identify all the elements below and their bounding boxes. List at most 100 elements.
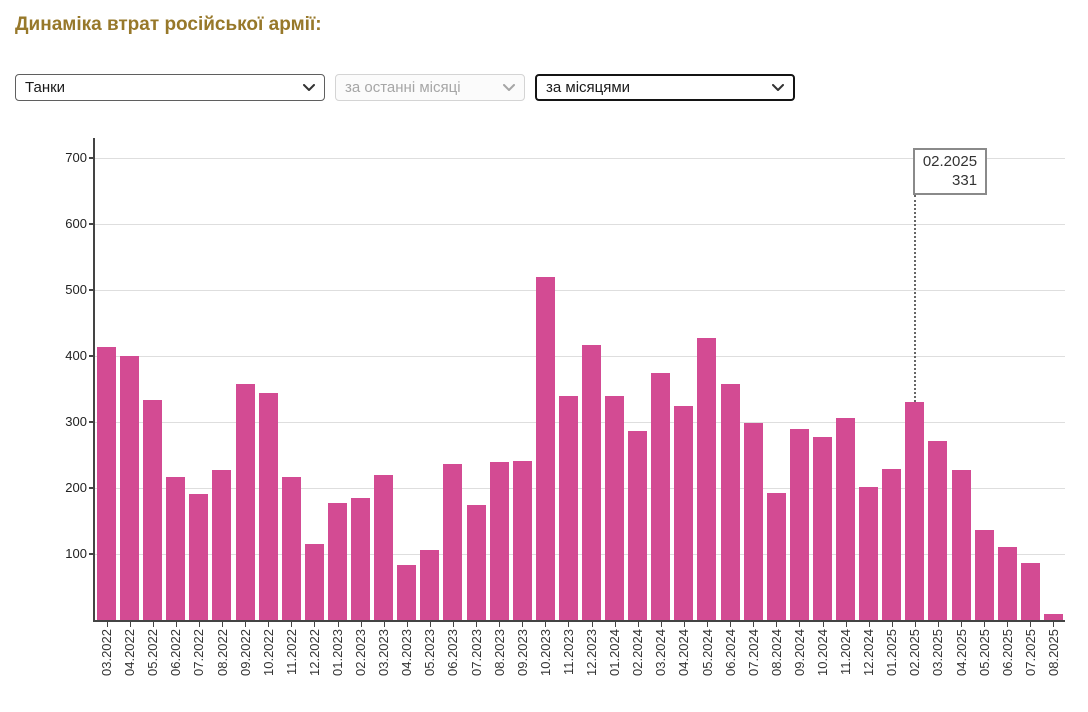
x-axis-tick	[660, 622, 662, 627]
x-axis-tick	[637, 622, 639, 627]
y-axis-tick	[89, 487, 95, 489]
bar-11.2022[interactable]	[281, 477, 301, 620]
x-axis-label: 09.2022	[237, 629, 253, 676]
x-axis-label: 04.2023	[399, 629, 415, 676]
x-axis-label: 11.2022	[283, 629, 299, 676]
x-axis-label: 06.2024	[722, 629, 738, 676]
bar-04.2024[interactable]	[674, 406, 694, 620]
page-title: Динаміка втрат російської армії:	[15, 14, 322, 35]
bar-06.2025[interactable]	[997, 546, 1017, 620]
grouping-select[interactable]: за місяцями	[535, 74, 795, 101]
x-axis-label: 01.2023	[330, 629, 345, 676]
x-axis-label: 02.2025	[907, 629, 923, 676]
x-axis-tick	[937, 622, 939, 627]
bar-08.2025[interactable]	[1043, 614, 1063, 620]
bar-03.2024[interactable]	[651, 372, 671, 620]
x-axis-label: 08.2025	[1045, 629, 1061, 676]
bar-04.2023[interactable]	[397, 565, 417, 620]
bar-06.2024[interactable]	[720, 384, 740, 620]
bar-10.2022[interactable]	[258, 392, 278, 620]
y-axis-label: 100	[65, 546, 87, 561]
bar-07.2023[interactable]	[466, 505, 486, 620]
bar-06.2023[interactable]	[443, 464, 463, 620]
x-axis-label: 01.2024	[607, 629, 623, 676]
bar-04.2025[interactable]	[951, 469, 971, 620]
x-axis-label: 10.2024	[815, 629, 830, 676]
bar-09.2023[interactable]	[512, 460, 532, 620]
y-axis-label: 500	[65, 282, 87, 297]
x-axis-tick	[683, 622, 685, 627]
bar-08.2024[interactable]	[766, 493, 786, 620]
bar-07.2025[interactable]	[1020, 563, 1040, 620]
x-axis-label: 12.2022	[306, 629, 322, 676]
bar-05.2023[interactable]	[420, 550, 440, 620]
bar-05.2022[interactable]	[143, 399, 163, 620]
bar-05.2024[interactable]	[697, 338, 717, 620]
bar-12.2024[interactable]	[859, 486, 879, 620]
bar-12.2022[interactable]	[304, 544, 324, 620]
x-axis-tick	[822, 622, 824, 627]
x-axis-label: 05.2023	[422, 629, 438, 676]
bar-03.2025[interactable]	[928, 441, 948, 620]
bar-07.2022[interactable]	[189, 493, 209, 620]
bar-10.2024[interactable]	[812, 436, 832, 620]
y-gridline	[95, 488, 1065, 489]
x-axis-label: 04.2024	[676, 629, 692, 676]
x-axis-tick	[1030, 622, 1032, 627]
x-axis-label: 06.2022	[168, 629, 184, 676]
x-axis-label: 12.2023	[584, 629, 600, 676]
y-axis-label: 400	[65, 348, 87, 363]
bar-09.2024[interactable]	[789, 428, 809, 620]
bar-02.2023[interactable]	[351, 497, 371, 620]
bar-04.2022[interactable]	[120, 356, 140, 620]
x-axis-tick	[522, 622, 524, 627]
y-gridline	[95, 356, 1065, 357]
bar-06.2022[interactable]	[166, 477, 186, 620]
chevron-down-icon	[303, 83, 315, 91]
bar-03.2023[interactable]	[374, 474, 394, 620]
chevron-down-icon	[503, 83, 515, 91]
y-gridline	[95, 422, 1065, 423]
loss-category-select[interactable]: Танки	[15, 74, 325, 101]
y-axis-label: 600	[65, 216, 87, 231]
x-axis-label: 02.2024	[630, 629, 646, 676]
x-axis-label: 08.2023	[491, 629, 507, 676]
x-axis-label: 06.2023	[445, 629, 461, 676]
period-value: за останні місяці	[345, 79, 461, 96]
bar-02.2024[interactable]	[628, 430, 648, 620]
bar-10.2023[interactable]	[535, 276, 555, 620]
y-axis-tick	[89, 289, 95, 291]
bar-11.2023[interactable]	[558, 395, 578, 620]
x-axis-tick	[152, 622, 154, 627]
x-axis-tick	[614, 622, 616, 627]
x-axis-label: 05.2022	[145, 629, 161, 676]
x-axis-tick	[753, 622, 755, 627]
bar-05.2025[interactable]	[974, 529, 994, 620]
x-axis-label: 10.2023	[537, 629, 553, 676]
x-axis-tick	[291, 622, 293, 627]
losses-bar-chart: 02.2025 331 100 200 300 400 500 600 700 03.2022…	[0, 115, 1088, 707]
bar-02.2025[interactable]	[905, 401, 925, 620]
x-axis-tick	[499, 622, 501, 627]
x-axis-tick	[730, 622, 732, 627]
tooltip-pointer-line	[913, 195, 916, 402]
bar-01.2025[interactable]	[882, 468, 902, 620]
y-axis-label: 200	[65, 480, 87, 495]
x-axis-label: 04.2025	[953, 629, 969, 676]
bar-12.2023[interactable]	[582, 344, 601, 620]
x-axis-tick	[984, 622, 986, 627]
x-axis-tick	[222, 622, 224, 627]
bar-08.2023[interactable]	[489, 461, 509, 620]
bar-11.2024[interactable]	[836, 418, 856, 620]
bar-09.2022[interactable]	[235, 384, 255, 620]
y-gridline	[95, 554, 1065, 555]
x-axis-label: 07.2025	[1022, 629, 1038, 676]
bar-08.2022[interactable]	[212, 470, 232, 620]
bar-01.2023[interactable]	[327, 503, 347, 620]
bar-03.2022[interactable]	[97, 347, 116, 620]
x-axis-label: 04.2022	[122, 629, 138, 676]
bar-01.2024[interactable]	[605, 396, 625, 620]
x-axis-tick	[198, 622, 200, 627]
y-axis-tick	[89, 157, 95, 159]
bar-07.2024[interactable]	[743, 422, 763, 620]
